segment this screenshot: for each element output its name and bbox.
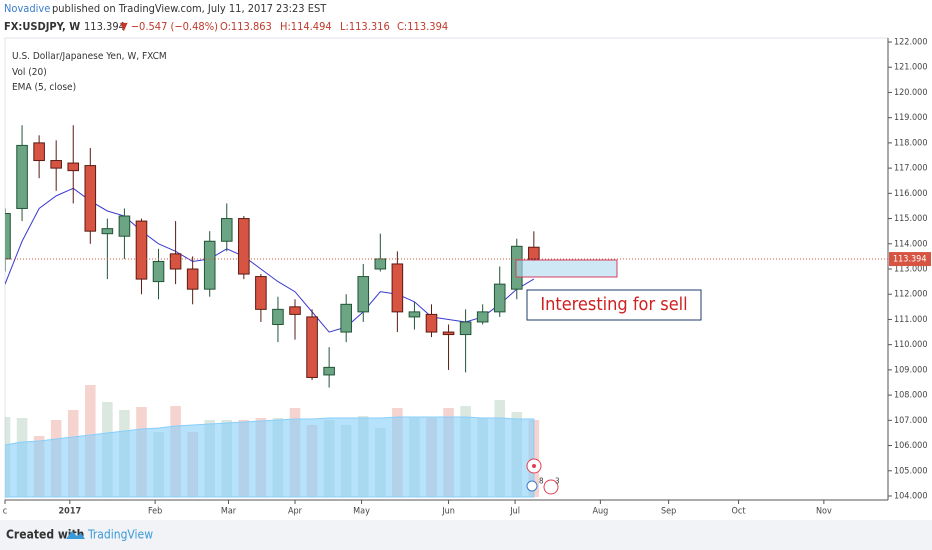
y-tick-label: 118.000: [894, 138, 927, 148]
candle-body: [340, 303, 352, 333]
candle-body: [5, 213, 11, 260]
candle-body: [238, 218, 250, 275]
annotation-box: [526, 289, 702, 321]
candle-body: [33, 142, 45, 162]
candle-body: [135, 220, 148, 280]
last-price-tag: [889, 252, 931, 267]
y-tick-label: 120.000: [894, 88, 927, 98]
volume-ma-area: [5, 416, 535, 498]
marker-count: 3: [555, 477, 560, 486]
y-tick-label: 106.000: [894, 441, 927, 451]
low: L:113.316: [340, 20, 390, 33]
candle-body: [459, 321, 472, 336]
x-tick-label: Sep: [661, 507, 676, 517]
candle-body: [67, 162, 80, 172]
annotation: Interesting for sell: [540, 294, 687, 315]
x-tick-label: Mar: [221, 507, 237, 517]
footer-brand[interactable]: TradingView: [87, 528, 153, 542]
x-tick-label: May: [353, 507, 370, 517]
published: published on TradingView.com, July 11, 2…: [52, 2, 327, 15]
legend-entry: Vol (20): [12, 67, 47, 78]
last-price-label: 113.394: [893, 255, 926, 265]
candle-body: [203, 240, 216, 290]
candle-body: [476, 311, 489, 323]
y-tick-label: 107.000: [894, 416, 927, 426]
y-tick-label: 111.000: [894, 315, 927, 325]
marker-count: 8: [539, 477, 544, 486]
y-tick-label: 113.000: [894, 265, 927, 275]
y-tick-label: 114.000: [894, 239, 927, 249]
candle-body: [408, 311, 421, 318]
footer-created: Created with: [6, 528, 84, 542]
x-tick-label: Feb: [148, 507, 162, 517]
y-tick-label: 115.000: [894, 214, 927, 224]
symbol: FX:USDJPY, W: [4, 20, 80, 33]
x-tick-label: Oct: [732, 507, 746, 517]
candle-body: [255, 276, 267, 310]
candle-body: [374, 258, 387, 270]
legend-entry: U.S. Dollar/Japanese Yen, W, FXCM: [12, 51, 167, 62]
y-tick-label: 105.000: [894, 466, 927, 476]
author[interactable]: Novadive: [4, 2, 50, 15]
x-tick-label: Apr: [288, 507, 303, 517]
y-tick-label: 110.000: [894, 340, 927, 350]
candle-body: [323, 366, 335, 376]
candle-body: [152, 260, 165, 283]
event-marker[interactable]: [543, 479, 559, 495]
last: 113.394: [84, 20, 125, 33]
y-tick-label: 108.000: [894, 391, 927, 401]
candle-body: [186, 268, 199, 290]
candle-body: [306, 316, 318, 378]
close: C:113.394: [397, 20, 448, 33]
candle-body: [220, 218, 233, 242]
candle-body: [493, 283, 506, 313]
x-tick-label: Jul: [509, 507, 520, 517]
candle-body: [118, 215, 131, 237]
y-tick-label: 117.000: [894, 164, 927, 174]
candle-body: [357, 276, 370, 313]
candle-body: [16, 144, 28, 209]
x-tick-label: Jun: [441, 507, 455, 517]
y-tick-label: 119.000: [894, 113, 927, 123]
x-tick-label: Nov: [816, 507, 832, 517]
event-marker[interactable]: [526, 480, 538, 492]
candle-body: [528, 246, 540, 260]
candle-body: [84, 165, 97, 232]
candle-body: [101, 228, 114, 235]
x-tick-label: 2017: [59, 507, 82, 517]
candle-body: [50, 160, 62, 169]
change: ▼ −0.547 (−0.48%): [120, 20, 218, 33]
candle-body: [169, 253, 182, 270]
y-tick-label: 112.000: [894, 290, 927, 300]
candle-body: [425, 313, 438, 333]
candle-body: [391, 263, 404, 313]
event-marker-dot: [532, 464, 536, 468]
y-tick-label: 121.000: [894, 63, 927, 73]
legend-entry: EMA (5, close): [12, 82, 76, 93]
brand-logo: [66, 531, 85, 539]
high: H:114.494: [280, 20, 332, 33]
zone: [515, 259, 618, 278]
candle-body: [272, 308, 284, 325]
x-tick-label: Aug: [592, 507, 608, 517]
x-tick-label: c: [3, 507, 7, 517]
footer-band: [0, 520, 932, 550]
y-tick-label: 109.000: [894, 365, 927, 375]
candle-body: [442, 331, 455, 336]
candle-body: [289, 306, 301, 315]
y-tick-label: 122.000: [894, 38, 927, 48]
y-tick-label: 116.000: [894, 189, 927, 199]
y-tick-label: 104.000: [894, 492, 927, 502]
open: O:113.863: [220, 20, 272, 33]
